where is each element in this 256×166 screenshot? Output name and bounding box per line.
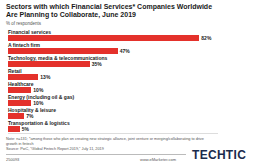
website: www.eMarketer.com <box>140 157 176 162</box>
bar <box>8 48 118 54</box>
chart-root: Sectors with which Financial Services* C… <box>0 0 256 166</box>
data-label: 10% <box>33 87 43 93</box>
data-label: 82% <box>201 35 211 41</box>
data-label: 35% <box>92 61 102 67</box>
bar <box>8 113 24 119</box>
title: Sectors with which Financial Services* C… <box>6 3 216 19</box>
bar <box>8 61 90 67</box>
bar <box>8 126 20 132</box>
data-label: 47% <box>120 48 130 54</box>
chart-id: 250093 <box>6 157 19 162</box>
data-label: 5% <box>22 126 29 132</box>
subtitle: % of respondents <box>6 21 41 26</box>
bar <box>8 100 31 106</box>
bar <box>8 74 38 80</box>
axis-line <box>8 133 218 134</box>
logo: TECHTIC <box>192 148 246 162</box>
bar <box>8 35 199 41</box>
note: Note: n=131; *among those who plan on cr… <box>6 137 206 146</box>
source: Source: PwC, "Global Fintech Report 2019… <box>6 147 104 152</box>
data-label: 10% <box>33 100 43 106</box>
data-label: 13% <box>40 74 50 80</box>
separator <box>6 154 186 155</box>
data-label: 7% <box>26 113 33 119</box>
bar <box>8 87 31 93</box>
